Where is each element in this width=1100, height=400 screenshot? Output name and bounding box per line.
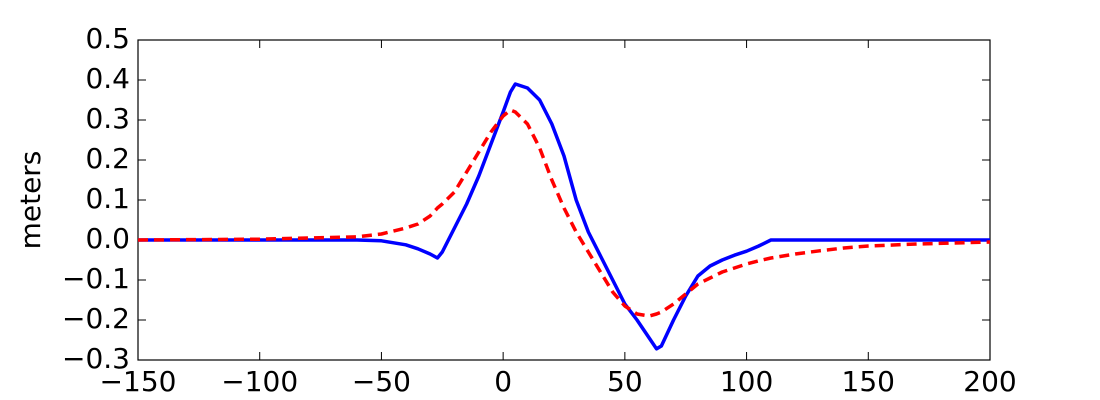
y-axis-label: meters [14,151,47,250]
plot-frame [137,39,991,361]
x-tick-label: −50 [352,365,411,398]
y-tick-label: 0.5 [85,22,130,55]
x-tick-label: 200 [963,365,1016,398]
y-tick-label: 0.2 [85,142,130,175]
x-tick-label: 0 [494,365,512,398]
x-tick-label: 100 [720,365,773,398]
y-tick-label: 0.0 [85,222,130,255]
x-tick-label: 150 [842,365,895,398]
y-tick-label: −0.2 [62,302,130,335]
y-tick-label: −0.1 [62,262,130,295]
y-tick-label: 0.1 [85,182,130,215]
y-tick-label: −0.3 [62,342,130,375]
y-tick-label: 0.4 [85,62,130,95]
line-series [137,108,991,318]
x-tick-label: −150 [100,365,177,398]
x-tick-label: −100 [221,365,298,398]
y-tick-label: 0.3 [85,102,130,135]
x-tick-label: 50 [607,365,643,398]
line-series [138,82,990,351]
